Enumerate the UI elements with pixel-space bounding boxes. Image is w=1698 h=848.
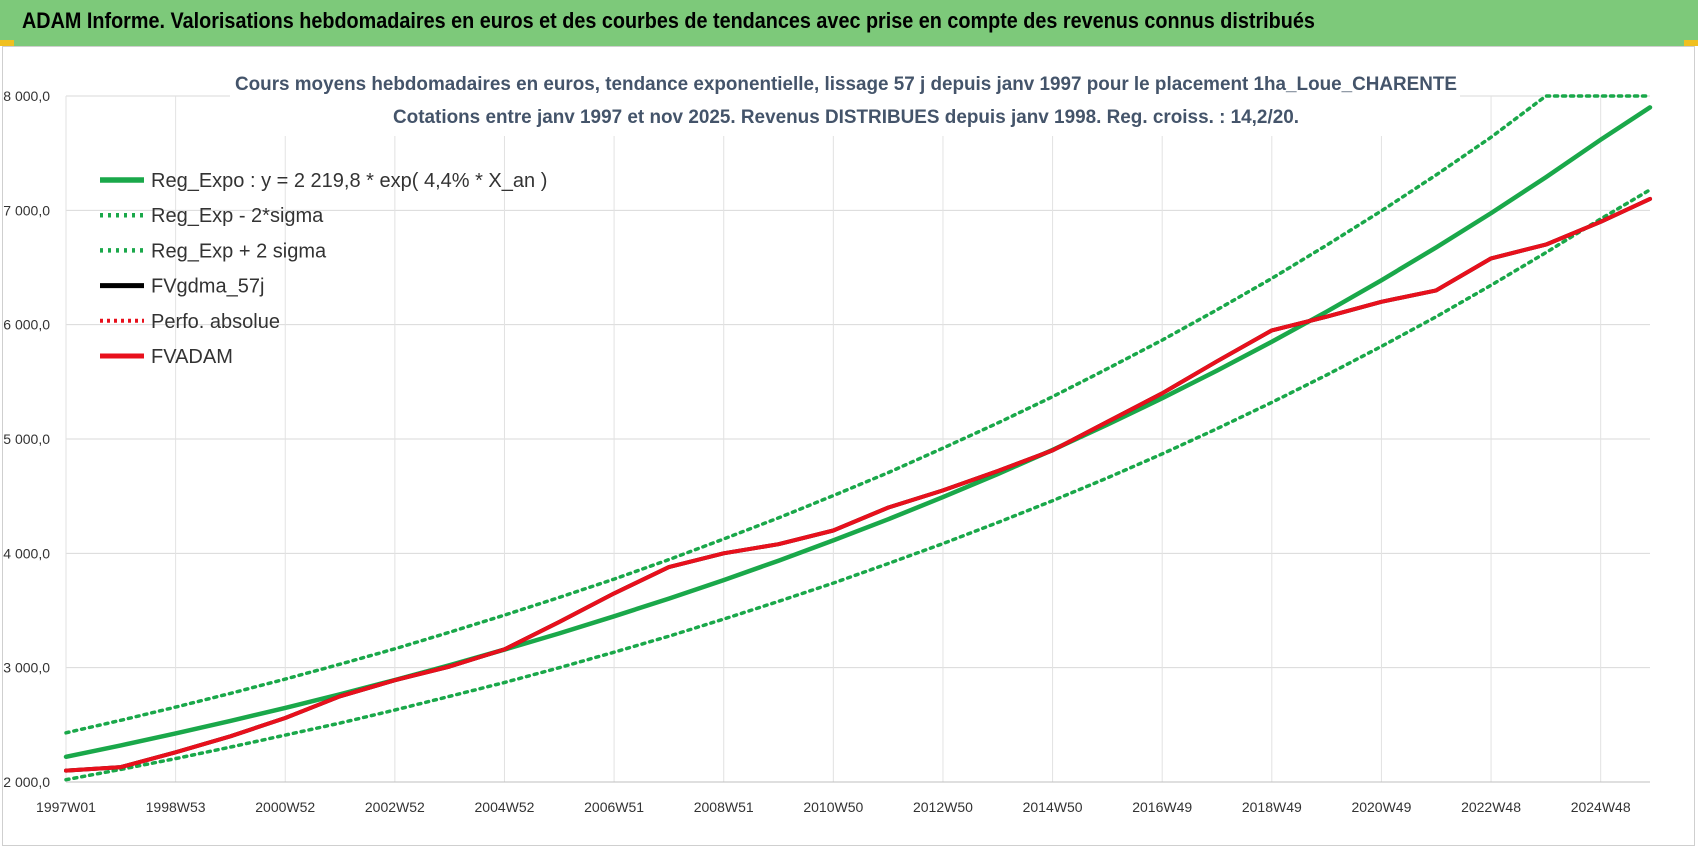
chart-frame <box>2 46 1695 846</box>
page-title: ADAM Informe. Valorisations hebdomadaire… <box>22 8 1315 33</box>
y-tick-label: 6 000,0 <box>3 317 50 333</box>
corner-marker-left <box>0 40 14 46</box>
x-tick-label: 2012W50 <box>913 799 973 815</box>
x-tick-label: 2010W50 <box>803 799 863 815</box>
legend-label-5: Perfo. absolue <box>151 311 280 333</box>
legend-label-4: FVgdma_57j <box>151 276 264 298</box>
y-tick-label: 4 000,0 <box>3 545 50 561</box>
legend-label-2: Reg_Exp - 2*sigma <box>151 205 324 227</box>
series-line-6 <box>64 196 1652 773</box>
y-tick-label: 2 000,0 <box>3 774 50 790</box>
y-tick-label: 8 000,0 <box>3 88 50 104</box>
y-axis-ticks: 2 000,0 3 000,0 4 000,0 5 000,0 6 000,0 7 000… <box>3 88 50 790</box>
chart-title: Cours moyens hebdomadaires en euros, ten… <box>235 74 1457 95</box>
x-tick-label: 2004W52 <box>475 799 535 815</box>
x-tick-label: 2014W50 <box>1023 799 1083 815</box>
y-tick-label: 7 000,0 <box>3 202 50 218</box>
x-tick-label: 1997W01 <box>36 799 96 815</box>
corner-marker-right <box>1684 40 1698 46</box>
header-banner: ADAM Informe. Valorisations hebdomadaire… <box>0 0 1698 46</box>
x-tick-label: 2002W52 <box>365 799 425 815</box>
x-tick-label: 2020W49 <box>1351 799 1411 815</box>
y-tick-label: 3 000,0 <box>3 660 50 676</box>
legend: Reg_Expo : y = 2 219,8 * exp( 4,4% * X_a… <box>100 170 547 368</box>
series-lines <box>63 94 1653 782</box>
x-tick-label: 1998W53 <box>146 799 206 815</box>
x-axis-ticks: 1997W01 1998W53 2000W52 2002W52 2004W52 2006W… <box>36 799 1631 815</box>
x-tick-label: 2022W48 <box>1461 799 1521 815</box>
series-line-3 <box>64 94 1652 735</box>
legend-label-6: FVADAM <box>151 346 233 368</box>
y-tick-label: 5 000,0 <box>3 431 50 447</box>
x-tick-label: 2006W51 <box>584 799 644 815</box>
x-tick-label: 2018W49 <box>1242 799 1302 815</box>
legend-label-3: Reg_Exp + 2 sigma <box>151 240 327 262</box>
chart-subtitle: Cotations entre janv 1997 et nov 2025. R… <box>393 107 1299 128</box>
grid-lines <box>65 95 1650 783</box>
title-background <box>230 62 1460 136</box>
x-tick-label: 2000W52 <box>255 799 315 815</box>
series-line-2 <box>64 188 1652 782</box>
series-line-1 <box>63 105 1653 760</box>
x-tick-label: 2016W49 <box>1132 799 1192 815</box>
legend-label-1: Reg_Expo : y = 2 219,8 * exp( 4,4% * X_a… <box>151 170 547 192</box>
x-tick-label: 2008W51 <box>694 799 754 815</box>
x-tick-label: 2024W48 <box>1571 799 1631 815</box>
